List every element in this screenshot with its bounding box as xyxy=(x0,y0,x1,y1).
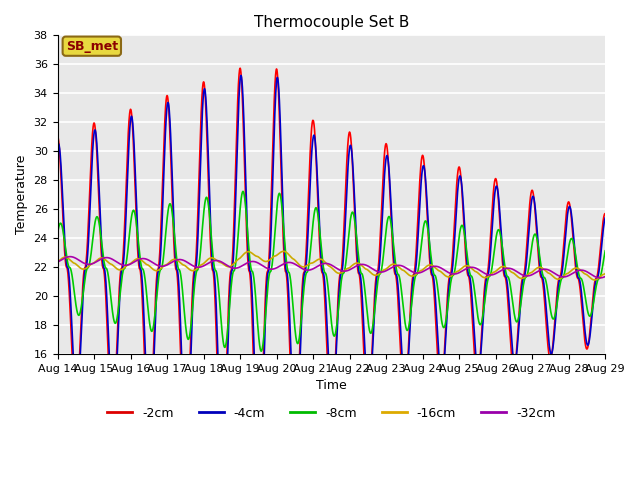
-16cm xyxy=(207,255,214,261)
Line: -32cm: -32cm xyxy=(58,257,605,278)
Title: Thermocouple Set B: Thermocouple Set B xyxy=(253,15,409,30)
-8cm xyxy=(395,272,403,277)
-2cm xyxy=(385,170,393,176)
-16cm xyxy=(171,256,179,262)
-32cm xyxy=(394,263,402,268)
-16cm xyxy=(601,271,609,276)
-16cm xyxy=(54,259,61,265)
-8cm xyxy=(257,348,265,354)
-2cm xyxy=(602,211,609,216)
-4cm xyxy=(601,216,609,221)
-4cm xyxy=(395,290,403,296)
-2cm xyxy=(207,240,214,246)
-16cm xyxy=(602,271,609,276)
-8cm xyxy=(239,189,247,194)
-2cm xyxy=(550,336,557,341)
-32cm xyxy=(596,275,604,281)
Line: -4cm: -4cm xyxy=(58,75,605,467)
-16cm xyxy=(385,264,393,270)
-32cm xyxy=(171,258,179,264)
-2cm xyxy=(601,211,609,216)
-4cm xyxy=(237,72,244,78)
-8cm xyxy=(54,231,61,237)
Y-axis label: Temperature: Temperature xyxy=(15,155,28,234)
-32cm xyxy=(550,270,557,276)
-8cm xyxy=(171,237,179,243)
-4cm xyxy=(54,144,61,150)
-8cm xyxy=(207,223,214,229)
-4cm xyxy=(602,215,609,221)
Line: -16cm: -16cm xyxy=(58,252,605,280)
-32cm xyxy=(601,274,609,279)
-8cm xyxy=(550,316,557,322)
Legend: -2cm, -4cm, -8cm, -16cm, -32cm: -2cm, -4cm, -8cm, -16cm, -32cm xyxy=(102,402,561,425)
X-axis label: Time: Time xyxy=(316,379,347,392)
-32cm xyxy=(385,266,393,272)
-16cm xyxy=(280,249,287,254)
-8cm xyxy=(601,249,609,254)
-4cm xyxy=(255,464,263,470)
-32cm xyxy=(66,254,74,260)
-2cm xyxy=(255,471,262,477)
-32cm xyxy=(207,259,214,265)
-16cm xyxy=(550,274,557,279)
-2cm xyxy=(54,134,61,140)
-2cm xyxy=(236,65,244,71)
-4cm xyxy=(171,243,179,249)
-4cm xyxy=(385,166,393,172)
Line: -2cm: -2cm xyxy=(58,68,605,474)
-4cm xyxy=(207,220,214,226)
Line: -8cm: -8cm xyxy=(58,192,605,351)
-16cm xyxy=(394,264,402,270)
-2cm xyxy=(171,258,179,264)
-4cm xyxy=(550,340,557,346)
-16cm xyxy=(591,277,598,283)
Text: SB_met: SB_met xyxy=(66,40,118,53)
-32cm xyxy=(54,259,61,265)
-2cm xyxy=(395,308,403,314)
-32cm xyxy=(602,274,609,279)
-8cm xyxy=(602,248,609,254)
-8cm xyxy=(385,214,393,219)
